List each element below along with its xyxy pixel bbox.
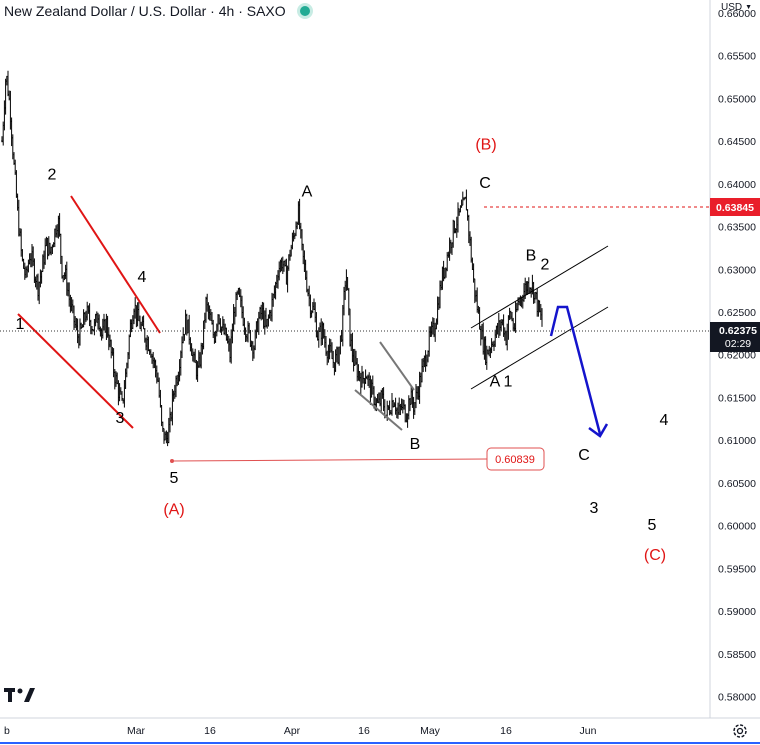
currency-label: USD	[721, 2, 743, 13]
chevron-down-icon: ▼	[745, 4, 753, 11]
y-tick-label: 0.60500	[718, 478, 756, 490]
y-tick-label: 0.59000	[718, 606, 756, 618]
price-axis[interactable]: 0.66000 0.65500 0.65000 0.64500 0.64000 0.635…	[709, 0, 760, 718]
wave-label[interactable]: B	[526, 248, 537, 265]
bar-countdown-label: 02:29	[725, 338, 751, 350]
high-price-badge-label: 0.63845	[716, 202, 754, 214]
x-tick-label: May	[420, 725, 441, 737]
wave-label[interactable]: 5	[170, 470, 179, 487]
wave-label[interactable]: A	[302, 184, 313, 201]
wave-label[interactable]: 1	[16, 316, 25, 333]
low-point-marker	[170, 459, 174, 463]
low-price-box[interactable]	[486, 447, 545, 471]
wave-label[interactable]: 1	[504, 373, 513, 390]
x-tick-label: Apr	[284, 725, 301, 737]
drawing-overlays: 0.60839	[0, 195, 710, 471]
x-tick-label: Jun	[580, 725, 597, 737]
symbol-title[interactable]: New Zealand Dollar / U.S. Dollar · 4h · …	[4, 3, 310, 19]
wave-label[interactable]: 4	[138, 269, 147, 286]
y-tick-label: 0.64500	[718, 136, 756, 148]
y-tick-label: 0.66000	[718, 8, 756, 20]
wave-label[interactable]: B	[410, 436, 421, 453]
tradingview-logo-icon	[4, 688, 35, 702]
currency-selector[interactable]: USD ▼	[721, 2, 752, 13]
channel-lower-line[interactable]	[470, 306, 609, 390]
y-tick-label: 0.64000	[718, 179, 756, 191]
x-tick-label: 16	[358, 725, 370, 737]
red-trendline-lower[interactable]	[17, 313, 134, 429]
y-tick-label: 0.63000	[718, 264, 756, 276]
wave-label[interactable]: C	[578, 447, 590, 464]
gear-icon[interactable]	[731, 722, 749, 740]
wave-label[interactable]: (C)	[644, 547, 666, 564]
time-axis[interactable]: b Mar 16 Apr 16 May 16 Jun	[0, 717, 760, 744]
x-tick-label: Mar	[127, 725, 146, 737]
y-tick-label: 0.65000	[718, 93, 756, 105]
x-tick-label: 16	[204, 725, 216, 737]
wave-label[interactable]: (B)	[475, 137, 496, 154]
y-tick-label: 0.58500	[718, 649, 756, 661]
y-tick-label: 0.61500	[718, 392, 756, 404]
wave-label[interactable]: C	[479, 175, 491, 192]
y-tick-label: 0.61000	[718, 435, 756, 447]
channel-upper-line[interactable]	[470, 245, 609, 329]
projection-arrow-path[interactable]	[549, 305, 602, 435]
red-trendline-upper[interactable]	[70, 195, 161, 334]
symbol-title-text: New Zealand Dollar / U.S. Dollar · 4h · …	[4, 3, 286, 19]
y-tick-label: 0.63500	[718, 222, 756, 234]
wave-label[interactable]: 2	[48, 167, 57, 184]
candle-series	[1, 70, 543, 447]
y-tick-label: 0.62500	[718, 307, 756, 319]
grey-trendline-lower[interactable]	[354, 389, 403, 431]
low-line[interactable]	[171, 458, 488, 462]
wave-label[interactable]: A	[490, 373, 501, 390]
wave-label[interactable]: 3	[116, 410, 125, 427]
projection-arrowhead	[588, 423, 609, 438]
y-tick-label: 0.60000	[718, 521, 756, 533]
grey-trendline-upper[interactable]	[379, 341, 415, 391]
x-tick-label: 16	[500, 725, 512, 737]
last-price-badge-label: 0.62375	[719, 325, 757, 337]
y-tick-label: 0.65500	[718, 51, 756, 63]
market-status-icon	[299, 6, 310, 16]
low-price-box-label: 0.60839	[495, 454, 535, 466]
wave-label[interactable]: 4	[660, 412, 669, 429]
y-tick-label: 0.58000	[718, 692, 756, 704]
last-price-badge	[710, 322, 760, 352]
wave-label[interactable]: 3	[590, 500, 599, 517]
y-tick-label: 0.62000	[718, 350, 756, 362]
wave-label[interactable]: 2	[541, 256, 550, 273]
wave-label[interactable]: 5	[648, 517, 657, 534]
wave-label[interactable]: (A)	[163, 502, 184, 519]
y-tick-label: 0.59500	[718, 563, 756, 575]
high-price-badge	[710, 198, 760, 216]
x-tick-label: b	[4, 725, 10, 737]
